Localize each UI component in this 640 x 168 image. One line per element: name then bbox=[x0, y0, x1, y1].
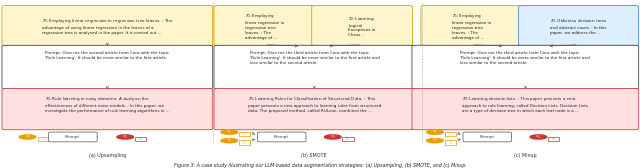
Text: Prompt: Prompt bbox=[480, 135, 495, 139]
FancyBboxPatch shape bbox=[342, 137, 354, 141]
Text: (c) Mixup: (c) Mixup bbox=[515, 153, 537, 158]
Text: $T_1$: $T_1$ bbox=[242, 130, 247, 138]
FancyBboxPatch shape bbox=[412, 88, 639, 130]
Circle shape bbox=[427, 130, 444, 134]
Text: Figure 3: A case study illustrating our LLM-based data augmentation strategies: : Figure 3: A case study illustrating our … bbox=[173, 163, 467, 168]
Text: $v_4$: $v_4$ bbox=[536, 133, 541, 141]
FancyBboxPatch shape bbox=[49, 132, 97, 142]
Text: $\mathcal{T}_1$: Employing
linear regression in
regression tree
leaves. : The
ad: $\mathcal{T}_1$: Employing linear regres… bbox=[452, 11, 491, 40]
Text: $\mathcal{T}_3$: Learning decision lists. : This paper presents a new
approach t: $\mathcal{T}_3$: Learning decision lists… bbox=[462, 94, 588, 113]
FancyBboxPatch shape bbox=[2, 45, 212, 89]
Text: $\mathcal{T}_2$: Oblivious decision trees
and abstract cases. : In this
paper, w: $\mathcal{T}_2$: Oblivious decision tree… bbox=[550, 16, 607, 35]
Text: $T_1$: $T_1$ bbox=[447, 130, 453, 138]
Text: $T_3$: $T_3$ bbox=[346, 135, 351, 143]
Text: $v_1$: $v_1$ bbox=[432, 129, 438, 136]
Text: Prompt: Prompt bbox=[274, 135, 289, 139]
Text: (a) Upsampling: (a) Upsampling bbox=[89, 153, 126, 158]
Circle shape bbox=[117, 135, 134, 139]
Text: $v_2$: $v_2$ bbox=[122, 133, 128, 141]
Text: $v_2$: $v_2$ bbox=[227, 137, 232, 144]
Text: Prompt: Give me the second article from Cora with the topic
'Rule Learning'. It : Prompt: Give me the second article from … bbox=[45, 51, 170, 60]
FancyBboxPatch shape bbox=[214, 45, 415, 89]
Text: $T_1$: $T_1$ bbox=[41, 135, 46, 143]
Text: $T_2$: $T_2$ bbox=[138, 135, 143, 143]
Circle shape bbox=[324, 135, 341, 139]
Text: (b) SMOTE: (b) SMOTE bbox=[301, 153, 327, 158]
Circle shape bbox=[221, 139, 237, 143]
Text: $v_1$: $v_1$ bbox=[25, 133, 30, 141]
Text: $\mathcal{T}_1$: Employing linear regression in regression tree leaves. : The
ad: $\mathcal{T}_1$: Employing linear regres… bbox=[42, 16, 173, 35]
Text: Prompt: Give me the third article from Cora with the topic
'Rule Learning'. It s: Prompt: Give me the third article from C… bbox=[250, 51, 380, 65]
FancyBboxPatch shape bbox=[463, 132, 511, 142]
FancyBboxPatch shape bbox=[239, 132, 250, 136]
FancyBboxPatch shape bbox=[312, 6, 413, 46]
Text: $T_2$: $T_2$ bbox=[447, 139, 453, 146]
Circle shape bbox=[427, 139, 444, 143]
Text: Prompt: Prompt bbox=[65, 135, 81, 139]
Text: $\mathcal{T}_2$: Rule learning in noisy domains: A study on the
effectiveness of: $\mathcal{T}_2$: Rule learning in noisy … bbox=[45, 94, 170, 113]
Text: $\mathcal{T}_1$: Employing
linear regression in
regression tree
leaves. : The
ad: $\mathcal{T}_1$: Employing linear regres… bbox=[245, 11, 284, 40]
FancyBboxPatch shape bbox=[445, 140, 456, 145]
FancyBboxPatch shape bbox=[239, 140, 250, 145]
FancyBboxPatch shape bbox=[135, 137, 147, 141]
FancyBboxPatch shape bbox=[412, 45, 639, 89]
Text: Prompt: Give me the third article from Cora with the topic
'Rule Learning'. It s: Prompt: Give me the third article from C… bbox=[460, 51, 590, 65]
FancyBboxPatch shape bbox=[421, 6, 522, 46]
FancyBboxPatch shape bbox=[38, 137, 49, 141]
FancyBboxPatch shape bbox=[548, 137, 559, 141]
Text: $\mathcal{T}_2$: Learning
Logical
Exceptions in
Chess. :: $\mathcal{T}_2$: Learning Logical Except… bbox=[348, 14, 376, 37]
Text: $\mathcal{T}_3$: Learning Rules for Classification of Structured Data. : This
pa: $\mathcal{T}_3$: Learning Rules for Clas… bbox=[248, 94, 381, 113]
FancyBboxPatch shape bbox=[445, 132, 456, 136]
Circle shape bbox=[19, 135, 36, 139]
FancyBboxPatch shape bbox=[214, 6, 315, 46]
Text: $v_3$: $v_3$ bbox=[330, 133, 335, 141]
FancyBboxPatch shape bbox=[2, 88, 212, 130]
FancyBboxPatch shape bbox=[518, 6, 639, 46]
Circle shape bbox=[221, 130, 237, 134]
Text: $v_2$: $v_2$ bbox=[432, 137, 438, 144]
FancyBboxPatch shape bbox=[257, 132, 306, 142]
Text: $v_1$: $v_1$ bbox=[227, 129, 232, 136]
FancyBboxPatch shape bbox=[2, 6, 212, 46]
Text: $T_5$: $T_5$ bbox=[551, 135, 556, 143]
Circle shape bbox=[530, 135, 547, 139]
FancyBboxPatch shape bbox=[214, 88, 415, 130]
Text: $T_2$: $T_2$ bbox=[242, 139, 247, 146]
